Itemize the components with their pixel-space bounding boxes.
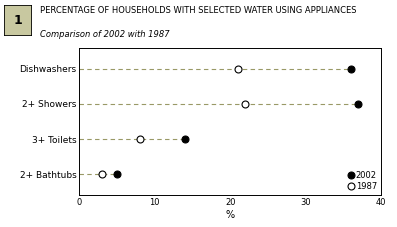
X-axis label: %: %	[226, 210, 235, 220]
Legend: 2002, 1987: 2002, 1987	[349, 171, 377, 191]
Text: PERCENTAGE OF HOUSEHOLDS WITH SELECTED WATER USING APPLIANCES: PERCENTAGE OF HOUSEHOLDS WITH SELECTED W…	[40, 6, 356, 15]
Text: 1: 1	[13, 14, 22, 27]
Text: Comparison of 2002 with 1987: Comparison of 2002 with 1987	[40, 30, 170, 39]
